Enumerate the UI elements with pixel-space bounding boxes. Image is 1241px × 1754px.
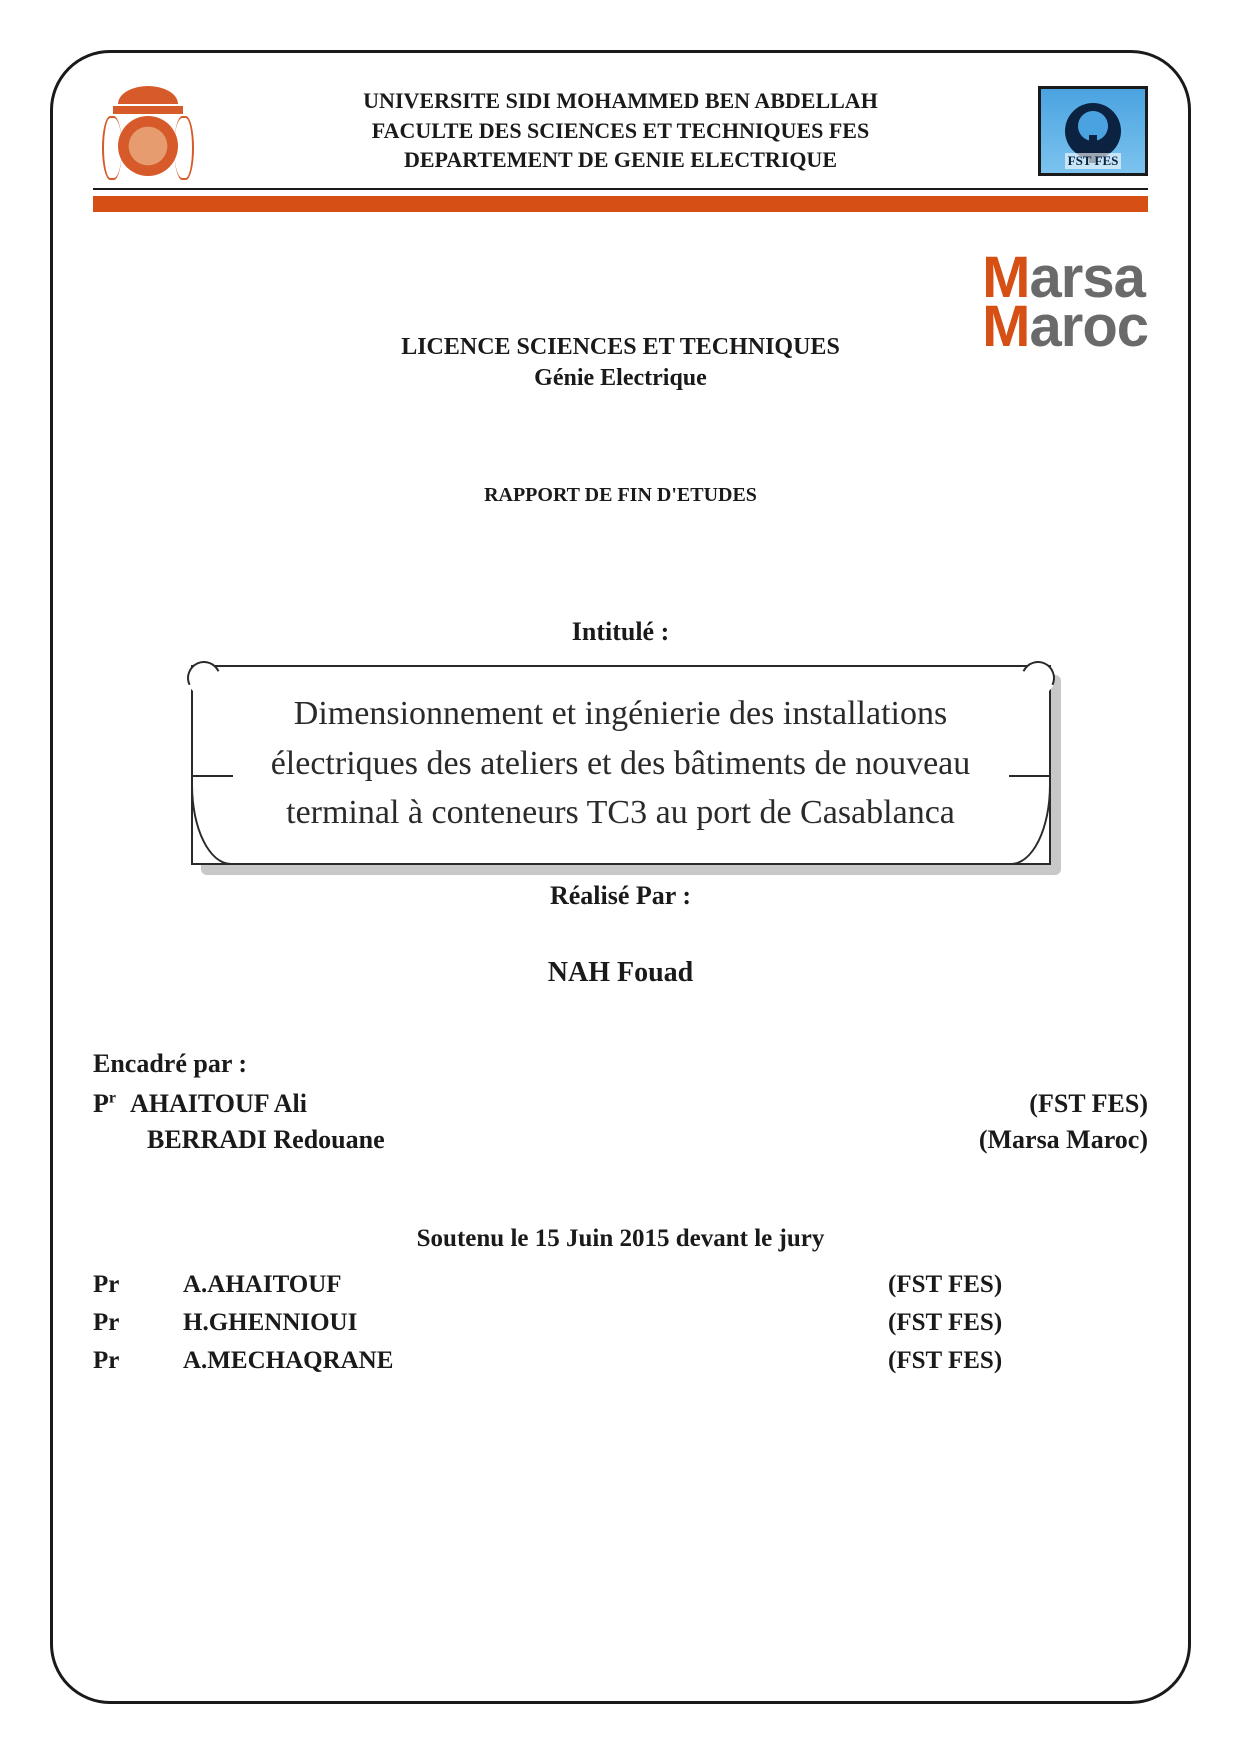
page-frame: UNIVERSITE SIDI MOHAMMED BEN ABDELLAH FA… xyxy=(50,50,1191,1704)
jury-prefix: Pr xyxy=(93,1347,183,1375)
jury-row: Pr A.MECHAQRANE (FST FES) xyxy=(93,1347,1148,1375)
divider-accent xyxy=(93,196,1148,212)
university-crest-icon xyxy=(93,83,203,178)
jury-name: A.MECHAQRANE xyxy=(183,1347,888,1375)
defense-line: Soutenu le 15 Juin 2015 devant le jury xyxy=(93,1225,1148,1253)
intitule-label: Intitulé : xyxy=(93,617,1148,647)
author-name: NAH Fouad xyxy=(93,957,1148,989)
jury-org: (FST FES) xyxy=(888,1271,1148,1299)
header-text: UNIVERSITE SIDI MOHAMMED BEN ABDELLAH FA… xyxy=(223,86,1018,175)
jury-prefix: Pr xyxy=(93,1309,183,1337)
jury-org: (FST FES) xyxy=(888,1347,1148,1375)
company-logo: Marsa Maroc xyxy=(982,253,1148,352)
company-logo-rest2: aroc xyxy=(1029,294,1148,359)
supervisor-prefix: Pr xyxy=(93,1089,116,1119)
header-row: UNIVERSITE SIDI MOHAMMED BEN ABDELLAH FA… xyxy=(93,83,1148,178)
scroll-tail-icon xyxy=(1009,775,1051,865)
supervisor-row: BERRADI Redouane (Marsa Maroc) xyxy=(93,1125,1148,1155)
jury-prefix: Pr xyxy=(93,1271,183,1299)
faculty-name: FACULTE DES SCIENCES ET TECHNIQUES FES xyxy=(223,116,1018,146)
company-logo-m2: M xyxy=(982,294,1029,359)
supervisor-row: Pr AHAITOUF Ali (FST FES) xyxy=(93,1089,1148,1119)
jury-row: Pr H.GHENNIOUI (FST FES) xyxy=(93,1309,1148,1337)
supervisor-org: (FST FES) xyxy=(1029,1089,1148,1119)
supervisors-block: Encadré par : Pr AHAITOUF Ali (FST FES) … xyxy=(93,1049,1148,1155)
scroll-tail-icon xyxy=(191,775,233,865)
department-name: DEPARTEMENT DE GENIE ELECTRIQUE xyxy=(223,145,1018,175)
university-name: UNIVERSITE SIDI MOHAMMED BEN ABDELLAH xyxy=(223,86,1018,116)
jury-block: Pr A.AHAITOUF (FST FES) Pr H.GHENNIOUI (… xyxy=(93,1271,1148,1375)
title-scroll-box: Dimensionnement et ingénierie des instal… xyxy=(191,665,1051,865)
fst-logo-icon: FST FES xyxy=(1038,86,1148,176)
jury-name: H.GHENNIOUI xyxy=(183,1309,888,1337)
divider-thin xyxy=(93,188,1148,190)
title-scroll: Dimensionnement et ingénierie des instal… xyxy=(191,665,1051,865)
jury-row: Pr A.AHAITOUF (FST FES) xyxy=(93,1271,1148,1299)
degree-line2: Génie Electrique xyxy=(93,363,1148,394)
encadre-label: Encadré par : xyxy=(93,1049,1148,1079)
supervisor-org: (Marsa Maroc) xyxy=(979,1125,1148,1155)
project-title: Dimensionnement et ingénierie des instal… xyxy=(233,689,1009,837)
jury-org: (FST FES) xyxy=(888,1309,1148,1337)
supervisor-name: AHAITOUF Ali xyxy=(130,1089,307,1119)
scroll-curl-icon xyxy=(182,657,226,701)
report-type: RAPPORT DE FIN D'ETUDES xyxy=(93,484,1148,507)
realise-label: Réalisé Par : xyxy=(93,881,1148,911)
fst-logo-caption: FST FES xyxy=(1065,153,1122,169)
jury-name: A.AHAITOUF xyxy=(183,1271,888,1299)
supervisor-name: BERRADI Redouane xyxy=(147,1125,385,1155)
